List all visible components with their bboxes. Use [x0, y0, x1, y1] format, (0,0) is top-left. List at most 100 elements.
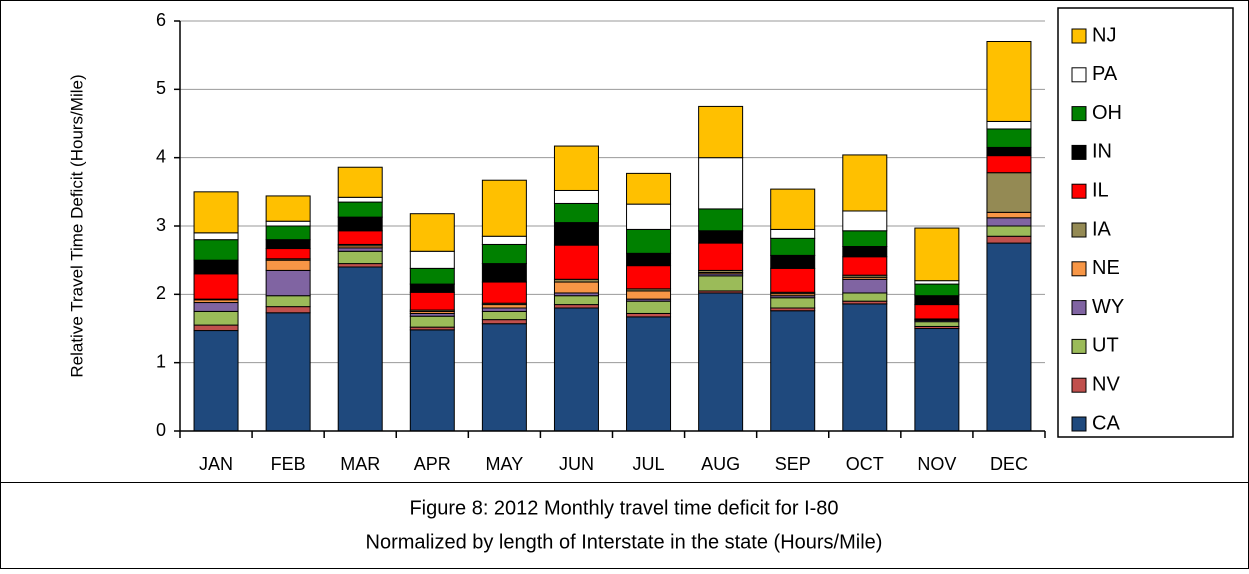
bar-segment — [986, 155, 1032, 174]
bar-segment — [265, 239, 311, 250]
bar-segment — [770, 297, 816, 309]
x-tick-label: MAY — [486, 454, 524, 474]
bar-segment — [337, 250, 383, 265]
legend-label: NV — [1092, 373, 1120, 395]
bar-segment — [337, 230, 383, 245]
bar-segment — [914, 295, 960, 306]
y-tick-label: 2 — [156, 283, 166, 303]
legend-label: IL — [1092, 179, 1109, 201]
legend-swatch — [1071, 261, 1087, 277]
bar-segment — [265, 225, 311, 241]
bar-segment — [553, 281, 599, 294]
bar-segment — [265, 220, 311, 227]
bar-segment — [626, 252, 672, 267]
bar-segment — [626, 300, 672, 314]
x-tick-label: AUG — [701, 454, 740, 474]
bar-segment — [553, 307, 599, 432]
bar-segment — [770, 228, 816, 239]
y-tick-label: 4 — [156, 146, 166, 166]
bar-segment — [409, 267, 455, 285]
y-tick-label: 0 — [156, 420, 166, 440]
bar-segment — [842, 303, 888, 432]
caption-title: Figure 8: 2012 Monthly travel time defic… — [409, 497, 838, 519]
legend-label: NE — [1092, 257, 1120, 279]
x-tick-label: FEB — [271, 454, 306, 474]
bar-segment — [986, 172, 1032, 213]
bar-segment — [698, 230, 744, 244]
legend-label: UT — [1092, 335, 1119, 357]
bar-segment — [193, 232, 239, 241]
x-tick-label: JUL — [633, 454, 665, 474]
bar-segment — [553, 222, 599, 246]
bar-segment — [626, 203, 672, 230]
bar-segment — [193, 302, 239, 312]
y-tick-label: 5 — [156, 78, 166, 98]
bar-segment — [770, 188, 816, 230]
bar-segment — [409, 315, 455, 328]
bar-segment — [265, 195, 311, 222]
bar-segment — [914, 328, 960, 432]
bar-segment — [698, 292, 744, 432]
bar-segment — [842, 256, 888, 276]
bar-segment — [337, 263, 383, 268]
bar-segment — [337, 166, 383, 198]
x-tick-label: DEC — [990, 454, 1028, 474]
bar-segment — [986, 211, 1032, 219]
bar-segment — [770, 310, 816, 432]
bar-segment — [626, 316, 672, 432]
bar-segment — [986, 242, 1032, 432]
x-tick-label: APR — [414, 454, 451, 474]
bar-segment — [986, 120, 1032, 130]
bar-segment — [914, 283, 960, 297]
bar-segment — [698, 208, 744, 232]
bar-segment — [481, 263, 527, 283]
bar-segment — [481, 235, 527, 245]
bar-segment — [481, 304, 527, 309]
legend-box — [1057, 7, 1234, 438]
bar-segment — [914, 227, 960, 282]
bar-segment — [481, 310, 527, 321]
x-tick-label: NOV — [917, 454, 956, 474]
bar-segment — [553, 145, 599, 191]
bar-segment — [337, 216, 383, 232]
bar-segment — [193, 330, 239, 432]
legend-label: IN — [1092, 141, 1112, 163]
bar-segment — [986, 235, 1032, 244]
bar-segment — [409, 291, 455, 311]
bar-segment — [337, 266, 383, 432]
bar-segment — [553, 202, 599, 224]
bar-segment — [193, 310, 239, 326]
legend-swatch — [1071, 300, 1087, 316]
bar-segment — [337, 201, 383, 218]
x-tick-label: JAN — [199, 454, 233, 474]
bar-segment — [265, 248, 311, 260]
bar-segment — [193, 273, 239, 300]
bar-segment — [914, 280, 960, 285]
bar-segment — [770, 267, 816, 293]
bar-segment — [337, 247, 383, 252]
bar-segment — [986, 128, 1032, 148]
bar-segment — [626, 312, 672, 318]
bar-segment — [481, 243, 527, 265]
x-tick-label: SEP — [775, 454, 811, 474]
x-tick-label: JUN — [559, 454, 594, 474]
bar-segment — [409, 250, 455, 269]
bar-segment — [193, 191, 239, 234]
bar-segment — [193, 239, 239, 261]
bar-segment — [553, 304, 599, 309]
bar-segment — [986, 225, 1032, 237]
bar-segment — [842, 210, 888, 232]
legend-label: NJ — [1092, 24, 1116, 46]
caption-subtitle: Normalized by length of Interstate in th… — [366, 531, 883, 553]
legend-swatch — [1071, 377, 1087, 393]
y-tick-label: 6 — [156, 10, 166, 30]
bar-segment — [481, 179, 527, 237]
bar-segment — [193, 259, 239, 275]
bar-segment — [698, 242, 744, 271]
bar-segment — [842, 278, 888, 294]
legend-swatch — [1071, 144, 1087, 160]
legend-swatch — [1071, 338, 1087, 354]
bar-segment — [842, 230, 888, 248]
bar-segment — [842, 292, 888, 302]
bar-segment — [481, 319, 527, 325]
